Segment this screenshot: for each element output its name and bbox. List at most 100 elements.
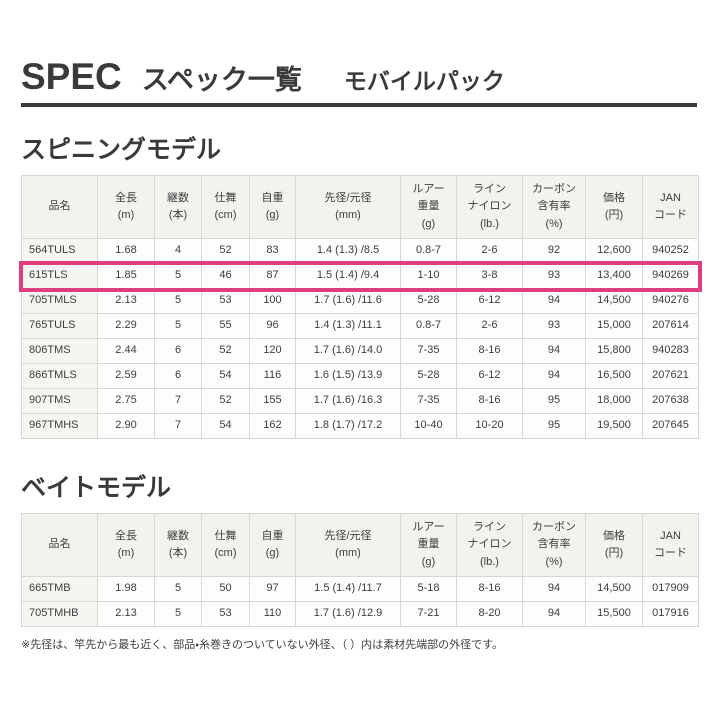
column-header: JAN コード: [642, 513, 699, 577]
product-name-cell: 967TMHS: [21, 413, 98, 439]
spec-value-cell: 017916: [642, 601, 699, 627]
column-header: カーボン 含有率 (%): [522, 175, 586, 239]
spec-value-cell: 14,500: [585, 576, 643, 602]
spec-value-cell: 940276: [642, 288, 699, 314]
spec-value-cell: 1-10: [400, 263, 457, 289]
table-row: 967TMHS 2.90 7 54 162 1.8 (1.7) /17.2 10-40 10-…: [21, 413, 699, 439]
spec-value-cell: 1.4 (1.3) /11.1: [295, 313, 401, 339]
spec-value-cell: 7-21: [400, 601, 457, 627]
spec-value-cell: 10-20: [456, 413, 523, 439]
spec-value-cell: 1.98: [97, 576, 155, 602]
spec-value-cell: 5-28: [400, 288, 457, 314]
column-header: 自重 (g): [249, 175, 296, 239]
spec-value-cell: 2.13: [97, 288, 155, 314]
spec-value-cell: 97: [249, 576, 296, 602]
spec-value-cell: 1.6 (1.5) /13.9: [295, 363, 401, 389]
spec-value-cell: 207638: [642, 388, 699, 414]
spec-value-cell: 2.44: [97, 338, 155, 364]
spec-value-cell: 95: [522, 388, 586, 414]
spec-value-cell: 94: [522, 363, 586, 389]
product-name-cell: 866TMLS: [21, 363, 98, 389]
column-header: ルアー 重量 (g): [400, 513, 457, 577]
spec-value-cell: 19,500: [585, 413, 643, 439]
spec-value-cell: 116: [249, 363, 296, 389]
page-subtitle: モバイルパック: [343, 68, 505, 94]
spec-value-cell: 2-6: [456, 238, 523, 264]
product-name-cell: 615TLS: [21, 263, 98, 289]
column-header: 自重 (g): [249, 513, 296, 577]
spec-value-cell: 96: [249, 313, 296, 339]
spec-value-cell: 10-40: [400, 413, 457, 439]
spec-value-cell: 1.5 (1.4) /11.7: [295, 576, 401, 602]
table-row: 564TULS 1.68 4 52 83 1.4 (1.3) /8.5 0.8-7 2-6 92…: [21, 238, 699, 264]
product-name-cell: 705TMHB: [21, 601, 98, 627]
column-header: 全長 (m): [97, 513, 155, 577]
product-name-cell: 907TMS: [21, 388, 98, 414]
spec-value-cell: 120: [249, 338, 296, 364]
spec-value-cell: 94: [522, 288, 586, 314]
table-row: 866TMLS 2.59 6 54 116 1.6 (1.5) /13.9 5-28 6-12…: [21, 363, 699, 389]
product-name-cell: 705TMLS: [21, 288, 98, 314]
spec-value-cell: 5-18: [400, 576, 457, 602]
spec-value-cell: 93: [522, 313, 586, 339]
spec-value-cell: 5: [154, 263, 202, 289]
spec-value-cell: 5: [154, 576, 202, 602]
spec-value-cell: 1.7 (1.6) /12.9: [295, 601, 401, 627]
spec-value-cell: 52: [201, 388, 250, 414]
spec-value-cell: 5-28: [400, 363, 457, 389]
spec-value-cell: 94: [522, 338, 586, 364]
product-name-cell: 765TULS: [21, 313, 98, 339]
spec-value-cell: 940269: [642, 263, 699, 289]
spec-value-cell: 50: [201, 576, 250, 602]
table-row: 765TULS 2.29 5 55 96 1.4 (1.3) /11.1 0.8-7 2-6 9…: [21, 313, 699, 339]
spec-value-cell: 7-35: [400, 338, 457, 364]
spec-value-cell: 100: [249, 288, 296, 314]
spec-value-cell: 2.29: [97, 313, 155, 339]
table-row: 705TMLS 2.13 5 53 100 1.7 (1.6) /11.6 5-28 6-12…: [21, 288, 699, 314]
spec-value-cell: 8-16: [456, 576, 523, 602]
spec-value-cell: 1.7 (1.6) /11.6: [295, 288, 401, 314]
spec-value-cell: 0.8-7: [400, 313, 457, 339]
spec-value-cell: 1.8 (1.7) /17.2: [295, 413, 401, 439]
table-row-highlighted: 615TLS 1.85 5 46 87 1.5 (1.4) /9.4 1-10 3-8 93 13…: [18, 260, 702, 292]
spec-value-cell: 1.5 (1.4) /9.4: [295, 263, 401, 289]
spec-value-cell: 93: [522, 263, 586, 289]
table-row: 665TMB 1.98 5 50 97 1.5 (1.4) /11.7 5-18 8-16 94…: [21, 576, 699, 602]
spec-value-cell: 5: [154, 601, 202, 627]
bait-spec-table: 品名 全長 (m) 継数 (本) 仕舞 (cm) 自重 (g) 先径/元径 (mm) ルアー…: [21, 513, 699, 627]
spec-value-cell: 18,000: [585, 388, 643, 414]
spec-value-cell: 94: [522, 601, 586, 627]
spec-value-cell: 87: [249, 263, 296, 289]
page-title: スペック一覧: [141, 65, 302, 95]
spec-value-cell: 14,500: [585, 288, 643, 314]
spec-value-cell: 0.8-7: [400, 238, 457, 264]
column-header: ルアー 重量 (g): [400, 175, 457, 239]
spec-logo: SPEC: [21, 56, 122, 97]
spec-value-cell: 8-16: [456, 388, 523, 414]
spec-value-cell: 15,000: [585, 313, 643, 339]
product-name-cell: 665TMB: [21, 576, 98, 602]
spec-value-cell: 1.68: [97, 238, 155, 264]
spec-value-cell: 207614: [642, 313, 699, 339]
spec-page: SPEC スペック一覧 モバイルパック スピニングモデル 品名 全長 (m) 継数 …: [18, 58, 702, 651]
header-row: 品名 全長 (m) 継数 (本) 仕舞 (cm) 自重 (g) 先径/元径 (mm) ルアー…: [21, 513, 699, 577]
table-row: 705TMHB 2.13 5 53 110 1.7 (1.6) /12.9 7-21 8-20…: [21, 601, 699, 627]
table-row: 907TMS 2.75 7 52 155 1.7 (1.6) /16.3 7-35 8-16 9…: [21, 388, 699, 414]
spec-value-cell: 6-12: [456, 288, 523, 314]
spec-value-cell: 92: [522, 238, 586, 264]
spec-value-cell: 5: [154, 288, 202, 314]
spec-value-cell: 2.75: [97, 388, 155, 414]
spec-value-cell: 8-16: [456, 338, 523, 364]
spec-value-cell: 1.7 (1.6) /16.3: [295, 388, 401, 414]
spec-value-cell: 110: [249, 601, 296, 627]
spec-value-cell: 15,500: [585, 601, 643, 627]
spec-value-cell: 940252: [642, 238, 699, 264]
spec-value-cell: 16,500: [585, 363, 643, 389]
spec-value-cell: 6: [154, 363, 202, 389]
spec-value-cell: 2.90: [97, 413, 155, 439]
title-bar: SPEC スペック一覧 モバイルパック: [21, 58, 697, 107]
spec-value-cell: 940283: [642, 338, 699, 364]
spec-value-cell: 13,400: [585, 263, 643, 289]
spec-value-cell: 5: [154, 313, 202, 339]
section-heading-spinning: スピニングモデル: [21, 136, 222, 164]
